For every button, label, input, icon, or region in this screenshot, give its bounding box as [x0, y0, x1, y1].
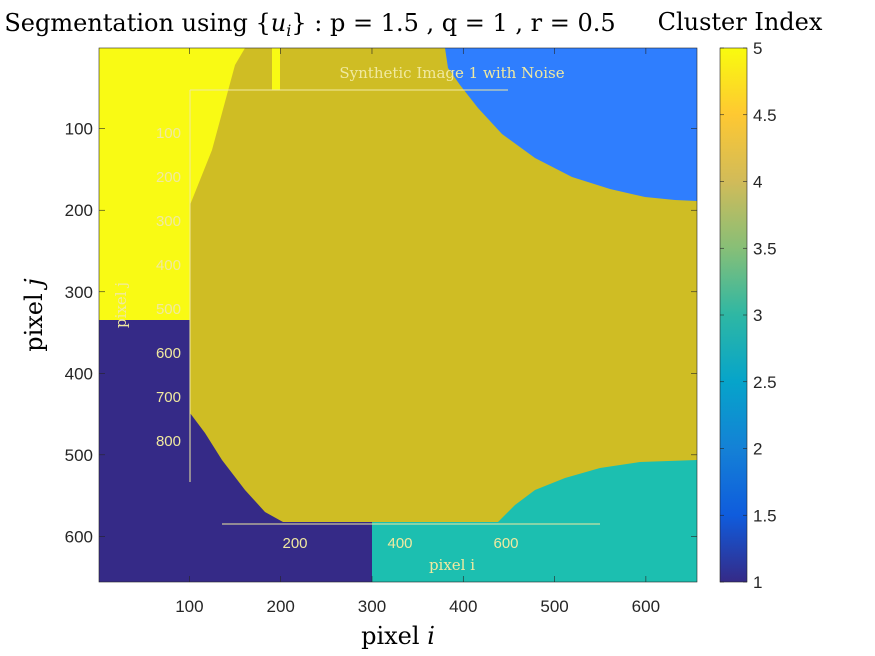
y-tick-label: 500	[65, 446, 93, 465]
cluster-5-region	[99, 48, 245, 320]
embedded-y-tick-label: 700	[156, 389, 181, 406]
embedded-y-tick-label: 600	[156, 345, 181, 362]
embedded-ylabel: pixel j	[112, 282, 130, 328]
x-tick-label: 400	[449, 597, 477, 616]
embedded-image-overlay: Synthetic Image 1 with Noise pixel i pixel…	[112, 64, 600, 574]
y-axis-label-text: pixel	[20, 286, 48, 352]
colorbar-tick-label: 3.5	[753, 239, 777, 258]
y-tick-label: 300	[65, 283, 93, 302]
x-tick-label: 300	[358, 597, 386, 616]
chart-title-suffix: } : p = 1.5 , q = 1 , r = 0.5	[291, 9, 615, 37]
colorbar-tick-label: 1	[753, 573, 762, 592]
x-tick-label: 200	[266, 597, 294, 616]
embedded-x-tick-label: 600	[493, 535, 518, 552]
colorbar-tick-label: 1.5	[753, 506, 777, 525]
colorbar-tick-label: 5	[753, 39, 762, 58]
colorbar	[720, 48, 747, 582]
plot-area: Synthetic Image 1 with Noise pixel i pixel…	[99, 48, 697, 582]
chart-title-var: u	[271, 9, 286, 37]
x-axis-label-text: pixel	[361, 622, 427, 650]
y-axis-label: pixel j	[20, 278, 48, 352]
chart-title: Segmentation using {ui} : p = 1.5 , q = …	[4, 9, 615, 40]
x-tick-label: 500	[540, 597, 568, 616]
chart-title-prefix: Segmentation using {	[4, 9, 270, 37]
axes-box	[98, 47, 698, 583]
y-tick-label: 200	[65, 201, 93, 220]
cluster-1-region	[99, 320, 372, 582]
y-axis: 100 200 300 400 500 600	[65, 120, 697, 546]
embedded-xlabel: pixel i	[429, 556, 475, 574]
embedded-y-tick-label: 800	[156, 433, 181, 450]
colorbar-ticks: 1 1.5 2 2.5 3 3.5 4 4.5 5	[720, 39, 777, 592]
colorbar-label: Cluster Index	[658, 8, 823, 36]
y-tick-label: 100	[65, 120, 93, 139]
colorbar-tick-label: 2	[753, 440, 762, 459]
embedded-y-tick-label: 100	[156, 125, 181, 142]
embedded-y-tick-label: 300	[156, 213, 181, 230]
embedded-y-tick-label: 400	[156, 257, 181, 274]
colorbar-tick-label: 4	[753, 173, 762, 192]
cluster-5-strip	[272, 48, 280, 90]
colorbar-tick-label: 4.5	[753, 106, 777, 125]
y-tick-label: 600	[65, 527, 93, 546]
embedded-x-tick-label: 200	[282, 535, 307, 552]
embedded-y-tick-label: 500	[156, 301, 181, 318]
x-axis: 100 200 300 400 500 600	[175, 48, 660, 616]
cluster-2-region	[352, 48, 697, 201]
y-tick-label: 400	[65, 364, 93, 383]
cluster-3-region	[372, 460, 697, 582]
embedded-y-tick-label: 200	[156, 169, 181, 186]
colorbar-tick-label: 3	[753, 306, 762, 325]
embedded-title: Synthetic Image 1 with Noise	[339, 64, 564, 82]
x-tick-label: 600	[632, 597, 660, 616]
chart-title-sub: i	[286, 21, 291, 40]
embedded-x-tick-label: 400	[387, 535, 412, 552]
x-tick-label: 100	[175, 597, 203, 616]
x-axis-label-var: i	[427, 622, 435, 650]
x-axis-label: pixel i	[361, 622, 435, 650]
colorbar-tick-label: 2.5	[753, 373, 777, 392]
